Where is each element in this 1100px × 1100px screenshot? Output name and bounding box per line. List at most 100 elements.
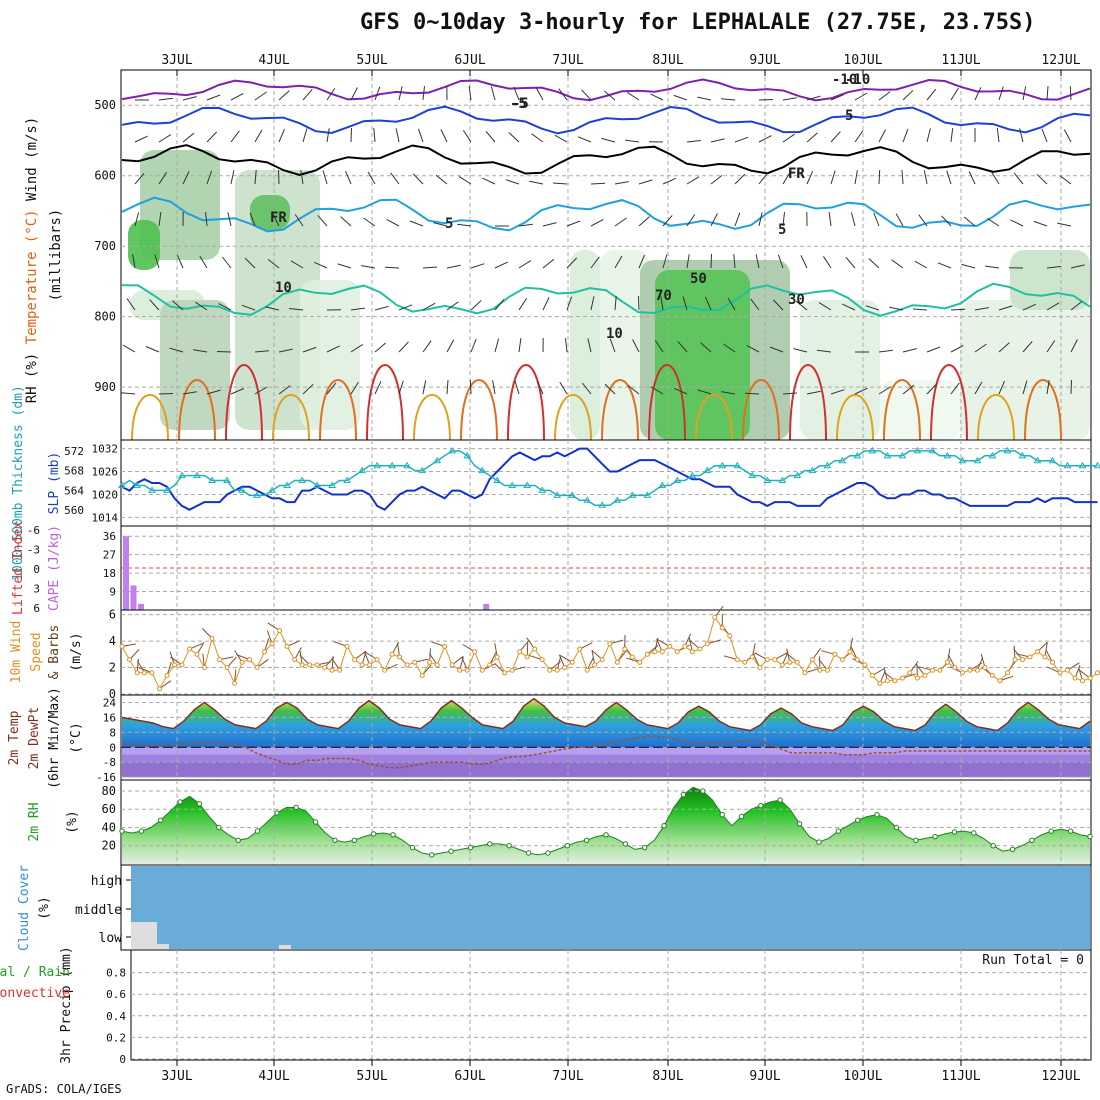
temp-band	[122, 762, 1090, 778]
wind-barb	[566, 257, 578, 269]
wind-barb	[374, 381, 382, 395]
rh-area	[122, 787, 1090, 864]
wind10m-point	[149, 670, 155, 676]
wind-barb	[422, 302, 436, 311]
wind-barb	[182, 132, 195, 143]
slp-axis-label: SLP (mb)	[47, 452, 62, 515]
rh-shading	[880, 380, 960, 440]
wind-barb	[1046, 302, 1060, 311]
wind-barb	[169, 347, 184, 353]
rh-point	[293, 804, 299, 811]
wind-barb	[822, 256, 832, 269]
wind-barb	[518, 223, 533, 227]
contour-label: 5	[778, 222, 786, 238]
wind10m-point	[1027, 654, 1033, 660]
wind-barb	[609, 338, 616, 353]
wind-barb	[974, 307, 989, 311]
wind-barb	[122, 344, 136, 353]
pressure-tick-label: 700	[94, 239, 116, 253]
wind10m-point	[884, 678, 890, 684]
rh-tick-label: 40	[102, 820, 116, 834]
wind10m-point	[562, 665, 568, 670]
wind-barb	[172, 300, 184, 311]
temp-tick-label: 0	[109, 741, 116, 754]
wind10m-point	[217, 657, 223, 663]
top-date-label: 8JUL	[652, 53, 683, 68]
wind-barb	[227, 212, 232, 227]
wind-tick-label: 6	[109, 608, 116, 622]
wind-barb	[518, 260, 532, 269]
wind-barb	[468, 86, 472, 101]
wind-barb	[145, 346, 160, 353]
wind-barb	[513, 86, 520, 101]
wind-barb	[878, 91, 891, 101]
wind-barb	[374, 305, 389, 311]
upper-air-ylabel: RH (%) Temperature (°C) Wind (m/s)	[24, 117, 40, 404]
wind-barb	[1070, 301, 1083, 311]
thickness-point	[823, 461, 832, 469]
wind10m-point	[989, 673, 995, 678]
wind10m-point	[277, 628, 283, 633]
precip-convective-label: Convective	[0, 986, 70, 1001]
pressure-tick-label: 800	[94, 310, 116, 324]
wind-label-4: (m/s)	[69, 632, 84, 671]
precip-tick-label: 0.8	[106, 967, 126, 980]
thickness-point	[148, 486, 156, 493]
wind10m-point	[899, 675, 905, 681]
wind10m-point	[577, 646, 583, 652]
wind-barb	[734, 173, 746, 185]
wind-barb	[1022, 303, 1037, 311]
precip-tick-label: 0	[119, 1053, 126, 1066]
rh-point	[506, 843, 512, 849]
wind10m-point	[569, 659, 575, 665]
bottom-date-label: 8JUL	[652, 1069, 683, 1084]
wind-barb	[638, 179, 653, 185]
temperature-contour	[121, 144, 1091, 176]
wind10m-point	[1035, 649, 1040, 655]
wind10m-point	[1065, 667, 1070, 673]
cloud-low-block	[131, 922, 157, 949]
temperature-contour	[225, 364, 263, 441]
temperature-contour	[648, 364, 686, 441]
wind10m-point	[434, 662, 440, 668]
thickness-point	[898, 451, 907, 459]
bottom-date-label: 3JUL	[161, 1069, 192, 1084]
wind-barb	[409, 220, 424, 227]
thickness-point	[928, 446, 937, 454]
wind10m-point	[787, 659, 793, 665]
wind-barb	[782, 392, 798, 395]
wind-barb	[963, 216, 976, 227]
wind-barb	[249, 212, 256, 227]
contour-label: 10	[606, 326, 623, 342]
wind-barb	[492, 380, 496, 395]
wind-barb	[950, 308, 966, 311]
rh-point	[351, 837, 357, 843]
wind-barb	[412, 173, 424, 185]
wind10m-point	[352, 657, 358, 663]
wind-barb	[854, 170, 858, 185]
wind-barb	[302, 89, 313, 101]
wind10m-point	[982, 665, 988, 670]
wind-barb	[230, 388, 245, 395]
top-date-label: 5JUL	[356, 53, 387, 68]
wind-barb	[422, 380, 427, 395]
wind-barb	[686, 214, 696, 227]
wind-barb	[278, 348, 293, 353]
wind-barb	[914, 260, 928, 269]
wind-barb	[350, 381, 359, 395]
rh-point	[603, 832, 609, 838]
wind-barb	[350, 87, 358, 101]
wind-label-3: & Barbs	[47, 625, 62, 680]
wind-barb	[254, 91, 267, 101]
wind10m-point	[404, 662, 410, 668]
cape-bar	[130, 585, 137, 610]
wind-barb	[374, 86, 381, 101]
wind-barb	[149, 299, 160, 311]
wind10m-point	[712, 614, 718, 620]
thickness-point	[448, 446, 457, 454]
wind10m-point	[479, 667, 485, 673]
rh-point	[409, 844, 416, 851]
wind10m-point	[299, 662, 305, 668]
thickness-point	[808, 466, 817, 474]
rh-tick-label: 60	[102, 802, 116, 816]
